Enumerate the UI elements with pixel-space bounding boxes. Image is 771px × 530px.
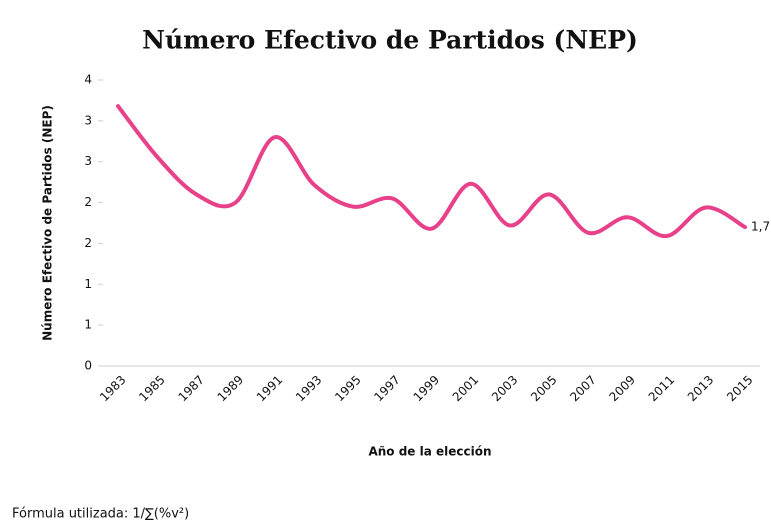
line <box>116 104 747 239</box>
y-tick-label: 0 <box>84 359 92 373</box>
x-axis-label: Año de la elección <box>368 445 491 459</box>
x-tick-label: 1989 <box>215 373 246 404</box>
footnote: Fórmula utilizada: 1/∑(%v²) <box>12 507 189 522</box>
x-tick-label: 1985 <box>136 373 167 404</box>
data-label: 1,7 <box>751 220 770 234</box>
x-tick-label: 2007 <box>567 373 598 404</box>
y-tick-label: 3 <box>84 154 92 168</box>
x-tick-label: 1993 <box>293 373 324 404</box>
y-axis-label: Número Efectivo de Partidos (NEP) <box>41 105 55 341</box>
y-tick-label: 2 <box>84 236 92 250</box>
x-tick-label: 1983 <box>97 373 128 404</box>
y-tick-label: 4 <box>84 73 92 87</box>
x-tick-label: 1997 <box>371 373 402 404</box>
y-tick-label: 1 <box>84 318 92 332</box>
x-tick-label: 2015 <box>724 373 755 404</box>
x-tick-label: 1987 <box>175 373 206 404</box>
x-tick-label: 1995 <box>332 373 363 404</box>
y-tick-label: 1 <box>84 277 92 291</box>
y-tick-label: 2 <box>84 195 92 209</box>
chart-title: Número Efectivo de Partidos (NEP) <box>142 26 638 55</box>
x-tick-label: 2003 <box>489 373 520 404</box>
x-tick-label: 1991 <box>254 373 285 404</box>
y-tick-label: 3 <box>84 113 92 127</box>
x-tick-label: 1999 <box>411 373 442 404</box>
x-tick-label: 2001 <box>450 373 481 404</box>
x-tick-label: 2005 <box>528 373 559 404</box>
x-tick-label: 2013 <box>685 373 716 404</box>
x-tick-label: 2009 <box>607 373 638 404</box>
x-tick-label: 2011 <box>646 373 677 404</box>
